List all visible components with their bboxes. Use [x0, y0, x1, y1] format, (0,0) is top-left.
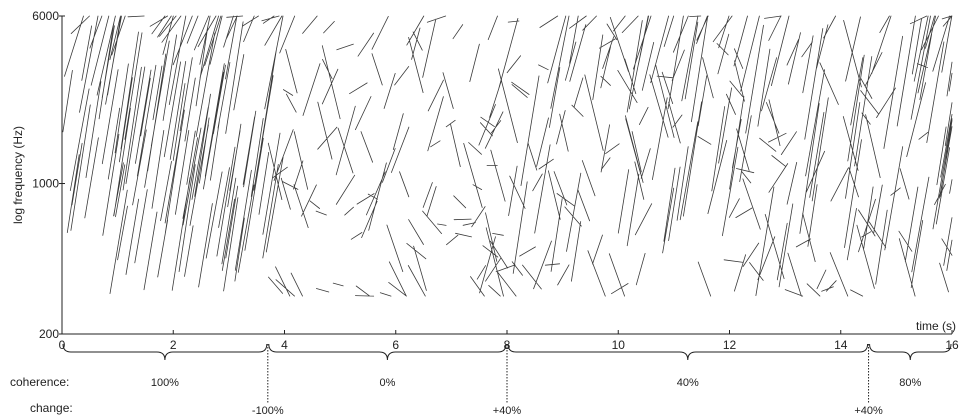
- segment-brace: [62, 343, 268, 361]
- segment-brace: [268, 343, 507, 361]
- x-tick-label: 12: [723, 338, 737, 352]
- segment-brace: [507, 343, 869, 361]
- segment-brace: [869, 343, 952, 361]
- x-tick-label: 2: [170, 338, 177, 352]
- change-row-label: change:: [30, 401, 73, 415]
- y-tick-label: 6000: [32, 9, 59, 23]
- y-tick-label: 1000: [32, 177, 59, 191]
- x-axis-label: time (s): [916, 319, 956, 333]
- coherence-value: 100%: [151, 377, 179, 389]
- tone-lines: [62, 15, 953, 297]
- x-tick-label: 16: [945, 338, 959, 352]
- coherence-value: 40%: [677, 377, 699, 389]
- coherence-value: 0%: [379, 377, 395, 389]
- x-tick-label: 14: [834, 338, 848, 352]
- change-value: +40%: [854, 405, 883, 417]
- y-axis-label: log frequency (Hz): [11, 126, 25, 224]
- x-tick-label: 10: [612, 338, 626, 352]
- x-tick-label: 4: [281, 338, 288, 352]
- segments: 100% 0% 40% 80% -100% +40% +40%: [62, 343, 952, 417]
- ticks: 024681012141620010006000: [32, 9, 959, 352]
- change-value: +40%: [493, 405, 522, 417]
- coherence-row-label: coherence:: [10, 375, 69, 389]
- coherence-value: 80%: [899, 377, 921, 389]
- tone-sweeps: [62, 15, 953, 297]
- change-value: -100%: [252, 405, 284, 417]
- x-tick-label: 6: [392, 338, 399, 352]
- x-tick-label: 0: [59, 338, 66, 352]
- y-tick-label: 200: [39, 327, 59, 341]
